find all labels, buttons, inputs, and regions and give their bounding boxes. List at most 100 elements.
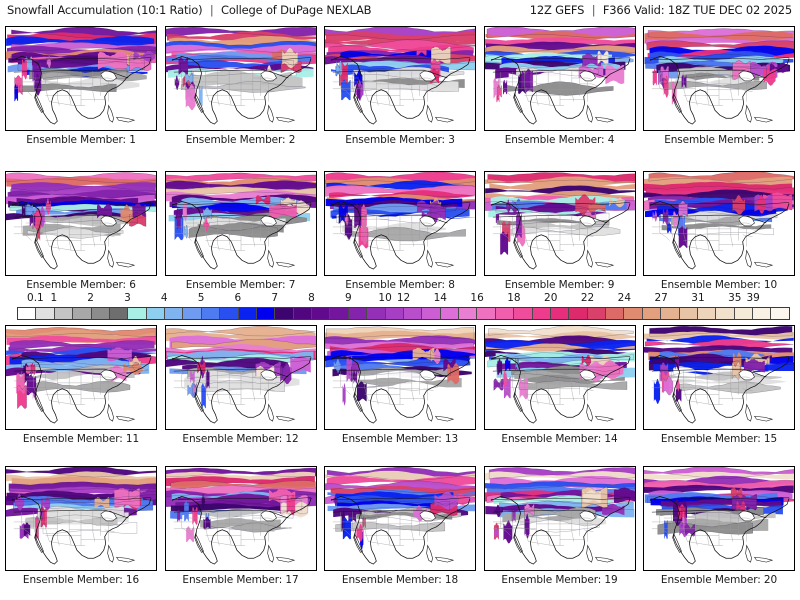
- colorbar-tick-labels: 0.1 1 2 3 4 5 6 7 8 9 10 12 14 16 18 20 22 24 27 31 35 39: [0, 292, 800, 306]
- colorbar-swatch-12: [238, 308, 257, 319]
- ensemble-member-label: Ensemble Member: 14: [501, 433, 618, 445]
- ensemble-panel-5[interactable]: Ensemble Member: 5: [643, 26, 795, 148]
- ensemble-member-label: Ensemble Member: 2: [185, 134, 296, 146]
- ensemble-member-label: Ensemble Member: 18: [341, 574, 459, 586]
- ensemble-panel-11[interactable]: Ensemble Member: 11: [5, 325, 157, 447]
- snowfall-map-10[interactable]: [643, 171, 795, 276]
- colorbar-tick-35: 35: [728, 292, 742, 304]
- colorbar-swatch-23: [440, 308, 459, 319]
- snowfall-map-6[interactable]: [5, 171, 157, 276]
- ensemble-panel-8[interactable]: Ensemble Member: 8: [324, 171, 476, 293]
- snowfall-map-17[interactable]: [164, 466, 317, 571]
- forecast-valid-label: F366 Valid: 18Z TUE DEC 02 2025: [602, 3, 792, 17]
- ensemble-member-label: Ensemble Member: 20: [660, 574, 778, 586]
- colorbar-swatch-34: [642, 308, 662, 319]
- colorbar-swatch-5: [109, 308, 129, 319]
- snowfall-map-14[interactable]: [483, 325, 636, 430]
- colorbar-swatch-27: [514, 308, 533, 319]
- colorbar-swatch-36: [679, 308, 698, 319]
- colorbar-tick-3: 3: [124, 292, 131, 304]
- snowfall-map-19[interactable]: [483, 466, 636, 571]
- colorbar-tick-5: 5: [197, 292, 205, 304]
- ensemble-panel-3[interactable]: Ensemble Member: 3: [324, 26, 476, 148]
- snowfall-map-20[interactable]: [643, 466, 795, 571]
- header-separator-left: |: [209, 3, 214, 17]
- snowfall-map-1[interactable]: [5, 26, 157, 131]
- colorbar-swatch-9: [183, 308, 202, 319]
- ensemble-member-label: Ensemble Member: 6: [26, 279, 136, 291]
- colorbar-swatch-24: [459, 308, 478, 319]
- colorbar-swatch-15: [293, 308, 312, 319]
- colorbar-swatch-33: [624, 308, 643, 319]
- ensemble-panel-12[interactable]: Ensemble Member: 12: [164, 325, 317, 447]
- colorbar-swatch-14: [275, 308, 294, 319]
- snowfall-map-3[interactable]: [324, 26, 476, 131]
- colorbar-swatch-39: [734, 308, 753, 319]
- ensemble-panel-1[interactable]: Ensemble Member: 1: [5, 26, 157, 148]
- ensemble-panel-6[interactable]: Ensemble Member: 6: [5, 171, 157, 293]
- snowfall-map-2[interactable]: [164, 26, 317, 131]
- ensemble-panel-18[interactable]: Ensemble Member: 18: [324, 466, 476, 588]
- page-header: Snowfall Accumulation (10:1 Ratio) | Col…: [0, 0, 800, 22]
- colorbar-swatch-29: [550, 308, 570, 319]
- page-title: Snowfall Accumulation (10:1 Ratio): [7, 3, 203, 17]
- data-source-label: College of DuPage NEXLAB: [221, 3, 372, 17]
- colorbar: 0.1 1 2 3 4 5 6 7 8 9 10 12 14 16 18 20 22 24 27 31 35 39: [0, 292, 800, 324]
- ensemble-member-label: Ensemble Member: 5: [664, 134, 774, 146]
- colorbar-tick-6: 6: [234, 292, 242, 304]
- ensemble-panel-16[interactable]: Ensemble Member: 16: [5, 466, 157, 588]
- snowfall-map-8[interactable]: [324, 171, 476, 276]
- ensemble-member-label: Ensemble Member: 19: [501, 574, 618, 586]
- ensemble-panel-15[interactable]: Ensemble Member: 15: [643, 325, 795, 447]
- snowfall-map-4[interactable]: [483, 26, 636, 131]
- ensemble-panel-9[interactable]: Ensemble Member: 9: [483, 171, 636, 293]
- snowfall-map-18[interactable]: [324, 466, 476, 571]
- colorbar-swatch-35: [661, 308, 680, 319]
- ensemble-panel-13[interactable]: Ensemble Member: 13: [324, 325, 476, 447]
- colorbar-swatch-10: [201, 308, 221, 319]
- snowfall-map-16[interactable]: [5, 466, 157, 571]
- colorbar-tick-16: 16: [470, 292, 484, 304]
- ensemble-panel-2[interactable]: Ensemble Member: 2: [164, 26, 317, 148]
- snowfall-map-7[interactable]: [164, 171, 317, 276]
- ensemble-panel-4[interactable]: Ensemble Member: 4: [483, 26, 636, 148]
- colorbar-swatch-0: [18, 308, 37, 319]
- snowfall-map-9[interactable]: [483, 171, 636, 276]
- ensemble-member-label: Ensemble Member: 3: [345, 134, 455, 146]
- snowfall-map-5[interactable]: [643, 26, 795, 131]
- colorbar-tick-1: 1: [50, 292, 58, 304]
- ensemble-member-label: Ensemble Member: 11: [22, 433, 140, 445]
- snowfall-map-13[interactable]: [324, 325, 476, 430]
- ensemble-panel-14[interactable]: Ensemble Member: 14: [483, 325, 636, 447]
- colorbar-swatch-11: [220, 308, 239, 319]
- colorbar-swatch-20: [385, 308, 404, 319]
- ensemble-panel-19[interactable]: Ensemble Member: 19: [483, 466, 636, 588]
- colorbar-swatch-38: [716, 308, 735, 319]
- ensemble-panel-17[interactable]: Ensemble Member: 17: [164, 466, 317, 588]
- colorbar-swatch-31: [587, 308, 606, 319]
- colorbar-swatch-8: [165, 308, 184, 319]
- colorbar-tick-18: 18: [507, 292, 521, 304]
- ensemble-member-label: Ensemble Member: 7: [185, 279, 296, 291]
- ensemble-member-label: Ensemble Member: 1: [26, 134, 136, 146]
- snowfall-map-12[interactable]: [164, 325, 317, 430]
- snowfall-map-11[interactable]: [5, 325, 157, 430]
- ensemble-member-label: Ensemble Member: 10: [660, 279, 778, 291]
- colorbar-tick-7: 7: [271, 292, 278, 304]
- colorbar-swatch-32: [606, 308, 625, 319]
- ensemble-panel-20[interactable]: Ensemble Member: 20: [643, 466, 795, 588]
- colorbar-tick-2: 2: [87, 292, 94, 304]
- ensemble-member-label: Ensemble Member: 13: [341, 433, 459, 445]
- colorbar-swatch-25: [477, 308, 496, 319]
- colorbar-swatch-3: [73, 308, 92, 319]
- colorbar-swatch-18: [348, 308, 368, 319]
- colorbar-swatch-28: [532, 308, 551, 319]
- colorbar-tick-0.1: 0.1: [27, 292, 44, 304]
- ensemble-panel-7[interactable]: Ensemble Member: 7: [164, 171, 317, 293]
- colorbar-swatch-40: [753, 308, 772, 319]
- colorbar-swatch-22: [422, 308, 441, 319]
- colorbar-swatch-7: [146, 308, 165, 319]
- ensemble-panel-10[interactable]: Ensemble Member: 10: [643, 171, 795, 293]
- snowfall-map-15[interactable]: [643, 325, 795, 430]
- colorbar-swatch-4: [91, 308, 110, 319]
